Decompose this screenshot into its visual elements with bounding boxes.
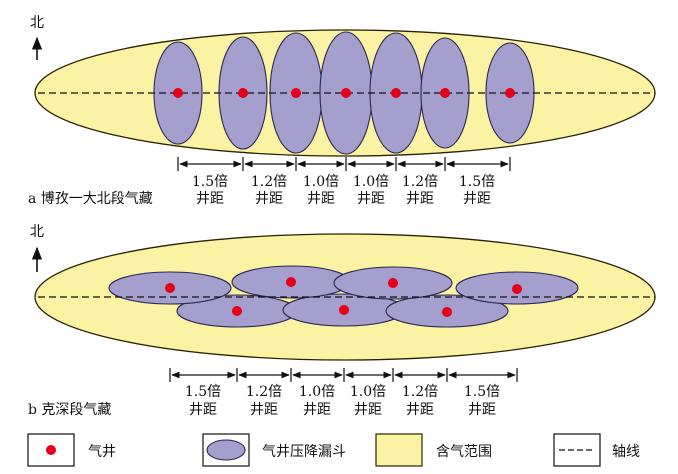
spacing-multiple: 1.0倍: [299, 384, 335, 400]
spacing-unit: 井距: [307, 191, 335, 207]
spacing-multiple: 1.5倍: [185, 384, 221, 400]
legend-label-funnel: 气井压降漏斗: [262, 444, 346, 460]
spacing-unit: 井距: [406, 191, 434, 207]
legend-label-well: 气井: [88, 444, 116, 460]
spacing-unit: 井距: [468, 402, 496, 418]
spacing-multiple: 1.0倍: [350, 384, 386, 400]
spacing-unit: 井距: [463, 191, 491, 207]
north-indicator-b: 北: [30, 224, 44, 272]
legend-label-gas-range: 含气范围: [436, 443, 492, 460]
spacing-unit: 井距: [189, 402, 217, 418]
spacing-unit: 井距: [196, 191, 224, 207]
gas-well-dot: [238, 88, 248, 98]
gas-well-dot: [232, 306, 242, 316]
gas-well-dot: [165, 283, 175, 293]
spacing-unit: 井距: [303, 402, 331, 418]
gas-well-dot: [286, 277, 296, 287]
spacing-multiple: 1.2倍: [402, 174, 438, 190]
spacing-unit: 井距: [406, 402, 434, 418]
spacing-multiple: 1.2倍: [402, 384, 438, 400]
spacing-dimensions-a: [177, 157, 511, 171]
spacing-unit: 井距: [250, 402, 278, 418]
spacing-multiple: 1.2倍: [251, 174, 287, 190]
spacing-unit: 井距: [357, 191, 385, 207]
spacing-unit: 井距: [354, 402, 382, 418]
wells-a: [173, 88, 515, 98]
legend-item-gas-range: 含气范围: [375, 433, 492, 467]
spacing-multiple: 1.5倍: [192, 174, 228, 190]
gas-well-dot: [388, 278, 398, 288]
legend: 气井 气井压降漏斗 含气范围 轴线: [27, 433, 640, 467]
gas-well-dot: [391, 88, 401, 98]
gas-well-dot: [505, 88, 515, 98]
panel-caption-a: a 博孜一大北段气藏: [28, 190, 153, 207]
spacing-multiple: 1.0倍: [303, 174, 339, 190]
gas-well-dot: [512, 284, 522, 294]
gas-well-dot: [341, 88, 351, 98]
spacing-labels-b: 1.5倍 井距 1.2倍 井距 1.0倍 井距 1.0倍 井距 1.2倍 井距 …: [185, 384, 500, 418]
legend-gas-range-swatch: [375, 433, 423, 467]
spacing-multiple: 1.0倍: [353, 174, 389, 190]
legend-label-axis: 轴线: [612, 444, 640, 460]
panel-a: 北: [28, 15, 656, 207]
spacing-multiple: 1.5倍: [459, 174, 495, 190]
legend-item-funnel: 气井压降漏斗: [202, 433, 346, 467]
legend-item-well: 气井: [27, 433, 116, 467]
panel-caption-b: b 克深段气藏: [28, 402, 111, 418]
gas-well-dot: [173, 88, 183, 98]
spacing-multiple: 1.5倍: [464, 384, 500, 400]
north-label-b: 北: [30, 224, 44, 240]
legend-funnel-swatch: [206, 439, 246, 461]
spacing-dimensions-b: [169, 368, 518, 382]
gas-well-dot: [291, 88, 301, 98]
spacing-labels-a: 1.5倍 井距 1.2倍 井距 1.0倍 井距 1.0倍 井距 1.2倍 井距 …: [192, 174, 495, 207]
gas-well-dot: [339, 305, 349, 315]
spacing-unit: 井距: [255, 191, 283, 207]
wells-b: [165, 277, 522, 317]
legend-well-swatch: [46, 445, 56, 455]
gas-well-dot: [440, 88, 450, 98]
north-indicator-a: 北: [30, 15, 44, 60]
legend-item-axis: 轴线: [553, 433, 640, 467]
north-label-a: 北: [30, 15, 44, 31]
spacing-multiple: 1.2倍: [246, 384, 282, 400]
gas-well-dot: [442, 307, 452, 317]
panel-b: 北: [28, 224, 656, 418]
